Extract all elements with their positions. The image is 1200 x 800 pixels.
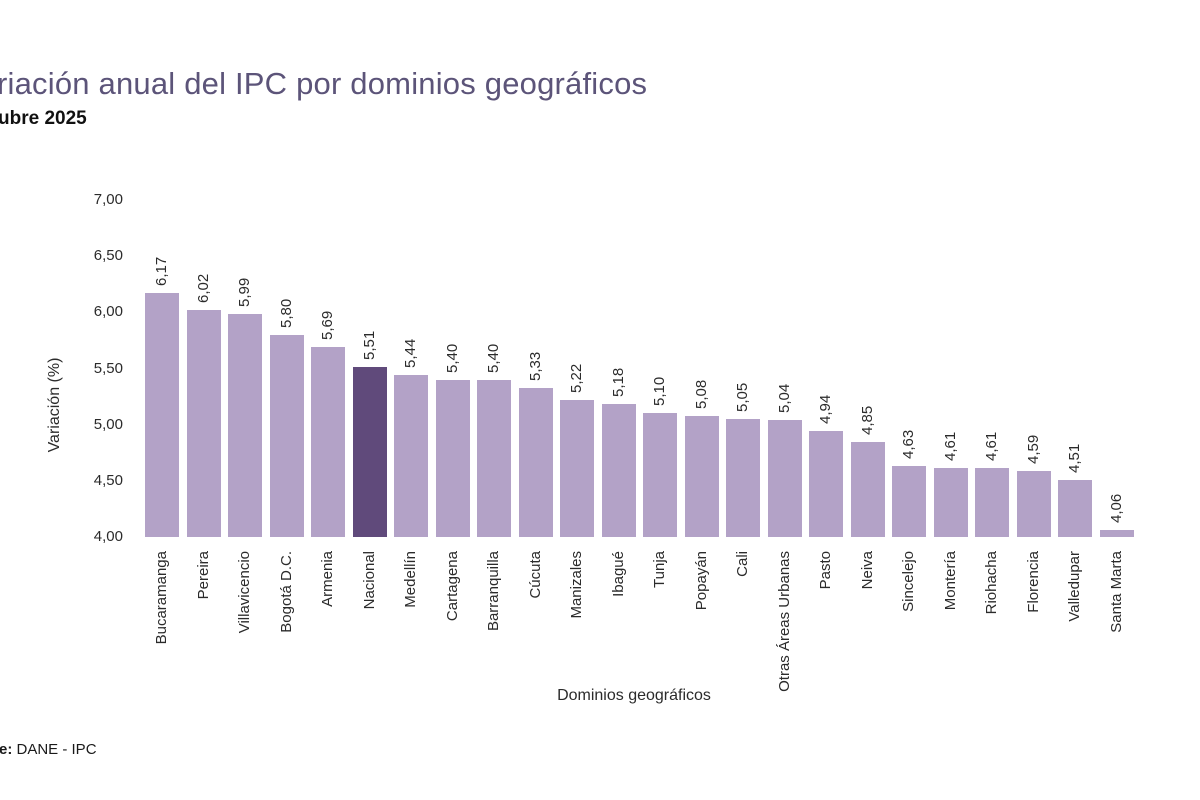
- bar-armenia: [311, 347, 345, 537]
- bar-nacional: [352, 367, 387, 537]
- y-axis-tick-label: 4,00: [93, 528, 123, 545]
- x-category-label: Cúcuta: [526, 551, 544, 599]
- chart-title: riación anual del IPC por dominios geogr…: [0, 66, 648, 101]
- y-axis-tick-label: 6,00: [93, 303, 123, 321]
- bar-villavicencio: [228, 313, 262, 537]
- bar-value-label: 4,63: [900, 430, 917, 460]
- bar-value-label: 5,51: [360, 331, 378, 361]
- bar-riohacha: [975, 468, 1009, 537]
- x-category-label: Florencia: [1024, 551, 1042, 613]
- x-category-label: Bucaramanga: [153, 551, 170, 645]
- bar-medell-n: [394, 375, 428, 537]
- bar-value-label: 5,22: [568, 363, 585, 393]
- source-note: e: DANE - IPC: [0, 741, 97, 758]
- x-category-label: Otras Áreas Urbanas: [775, 551, 793, 692]
- bar-bogot-d-c-: [269, 334, 304, 537]
- bar-popay-n: [684, 415, 719, 537]
- bar-pasto: [809, 431, 843, 537]
- x-category-label: Montería: [941, 551, 959, 611]
- y-axis-tick-label: 7,00: [93, 191, 123, 209]
- bar-value-label: 5,69: [319, 311, 336, 341]
- bar-monter-a: [933, 468, 968, 537]
- source-note-bold: e:: [0, 741, 13, 758]
- bar-value-label: 4,51: [1066, 443, 1083, 473]
- x-category-label: Medellín: [402, 551, 419, 608]
- bar-value-label: 4,06: [1107, 494, 1125, 524]
- y-axis-tick-label: 5,50: [93, 359, 123, 377]
- bar-value-label: 5,18: [609, 368, 627, 398]
- bar-cali: [726, 419, 760, 537]
- bar-value-label: 4,94: [817, 395, 834, 425]
- bar-value-label: 5,44: [402, 339, 419, 369]
- bar-value-label: 4,61: [983, 432, 1000, 462]
- x-category-label: Neiva: [858, 551, 876, 590]
- x-category-label: Pereira: [194, 551, 212, 600]
- bar-c-cuta: [518, 387, 553, 537]
- bar-value-label: 4,85: [858, 405, 876, 435]
- x-category-label: Bogotá D.C.: [277, 551, 295, 633]
- y-axis-tick-label: 6,50: [93, 247, 123, 265]
- bar-florencia: [1016, 470, 1051, 537]
- x-category-label: Pasto: [817, 551, 834, 590]
- bar-value-label: 5,80: [277, 298, 295, 328]
- bar-santa-marta: [1099, 530, 1134, 537]
- bar-manizales: [560, 399, 594, 537]
- x-category-label: Popayán: [692, 551, 710, 611]
- bar-cartagena: [435, 379, 470, 537]
- x-category-label: Barranquilla: [485, 551, 502, 632]
- x-category-label: Cali: [734, 551, 751, 577]
- bar-value-label: 5,99: [236, 277, 253, 307]
- bar-bucaramanga: [145, 293, 179, 537]
- x-category-label: Tunja: [651, 551, 668, 588]
- bar-valledupar: [1058, 479, 1092, 537]
- bar-value-label: 6,17: [153, 257, 170, 287]
- bar-value-label: 4,61: [941, 432, 959, 462]
- x-category-label: Cartagena: [443, 551, 461, 622]
- y-axis-tick-label: 5,00: [93, 415, 123, 433]
- x-category-label: Armenia: [319, 551, 336, 607]
- bar-neiva: [850, 441, 885, 537]
- bar-ibagu-: [601, 404, 636, 537]
- bar-value-label: 5,04: [775, 384, 793, 414]
- bar-value-label: 5,40: [443, 343, 461, 373]
- bar-value-label: 5,40: [485, 343, 502, 373]
- x-category-label: Manizales: [568, 551, 585, 619]
- bar-barranquilla: [477, 379, 511, 537]
- bar-pereira: [186, 310, 221, 537]
- bar-tunja: [643, 413, 677, 537]
- x-axis-title: Dominios geográficos: [557, 687, 711, 704]
- x-category-label: Nacional: [360, 551, 378, 610]
- bar-value-label: 6,02: [194, 273, 212, 304]
- x-category-label: Valledupar: [1066, 551, 1083, 622]
- x-category-label: Riohacha: [983, 551, 1000, 615]
- bar-value-label: 4,59: [1024, 434, 1042, 464]
- bar-value-label: 5,08: [692, 379, 710, 409]
- x-category-label: Villavicencio: [236, 551, 253, 634]
- bar-sincelejo: [892, 466, 926, 537]
- x-category-label: Santa Marta: [1107, 551, 1125, 633]
- bar-value-label: 5,33: [526, 351, 544, 381]
- bar-otras-reas-urbanas: [767, 420, 802, 537]
- y-axis-tick-label: 4,50: [93, 471, 123, 489]
- bar-value-label: 5,10: [651, 377, 668, 407]
- chart-subtitle: ubre 2025: [0, 108, 87, 129]
- source-note-text: DANE - IPC: [12, 741, 97, 758]
- bar-value-label: 5,05: [734, 382, 751, 413]
- x-category-label: Sincelejo: [900, 551, 917, 612]
- x-category-label: Ibagué: [609, 551, 627, 597]
